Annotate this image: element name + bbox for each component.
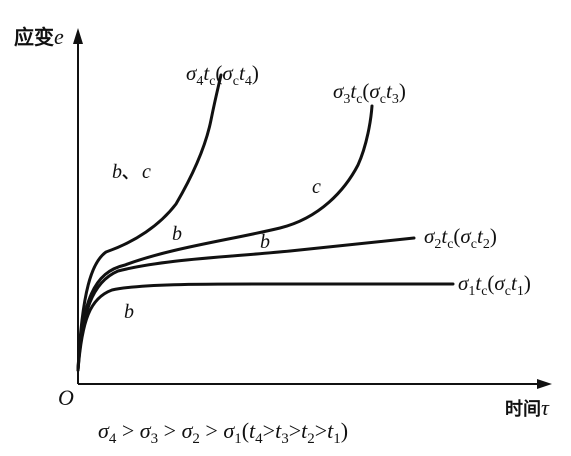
curve-label-sigma4: σ4tc(σct4): [186, 61, 259, 89]
stage-label-b-sigma1: b: [124, 301, 134, 323]
curve-sigma3: [76, 104, 374, 372]
x-axis-label: 时间τ: [505, 395, 550, 420]
y-axis-label: 应变e: [14, 24, 64, 49]
stage-label-c-sigma3: c: [312, 176, 321, 198]
curve-sigma4: [76, 73, 223, 372]
y-axis-arrow: [73, 28, 83, 44]
curve-label-sigma2: σ2tc(σct2): [424, 224, 497, 252]
curve-label-sigma3: σ3tc(σct3): [333, 79, 406, 107]
curve-sigma1: [76, 282, 455, 372]
stage-label-b-sigma3: b: [172, 223, 182, 245]
relation-caption: σ4 > σ3 > σ2 > σ1(t4>t3>t2>t1): [98, 418, 348, 447]
stage-label-bc: b、 c: [112, 161, 151, 183]
x-axis-arrow: [537, 379, 552, 389]
origin-label: O: [58, 385, 74, 410]
curve-sigma2: [76, 236, 416, 372]
stage-label-b-sigma2: b: [260, 231, 270, 253]
curve-label-sigma1: σ1tc(σct1): [458, 271, 531, 299]
